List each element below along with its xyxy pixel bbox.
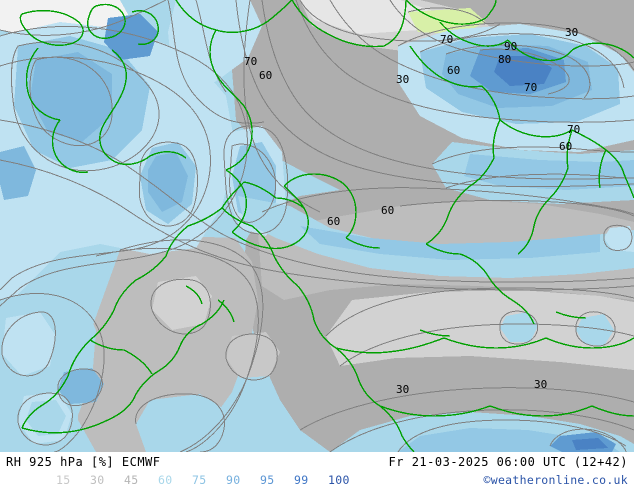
legend-tick-90: 90 xyxy=(226,473,241,487)
contour-label: 30 xyxy=(396,73,410,86)
map-footer: RH 925 hPa [%] ECMWF Fr 21-03-2025 06:00… xyxy=(0,452,634,490)
legend-tick-75: 75 xyxy=(192,473,207,487)
fill-blue-pocket-1 xyxy=(500,312,538,342)
legend-tick-15: 15 xyxy=(56,473,71,487)
fill-blue-central-deep xyxy=(300,226,600,260)
contour-label: 60 xyxy=(559,140,573,153)
contour-label: 90 xyxy=(504,40,518,53)
legend-tick-45: 45 xyxy=(124,473,139,487)
fill-blue-left-deep xyxy=(30,52,112,142)
fill-blue-sw-top xyxy=(58,368,104,404)
isolines xyxy=(0,0,634,452)
contour-label: 70 xyxy=(244,55,258,68)
fill-blue-sw-ovals xyxy=(2,312,56,376)
copyright-notice[interactable]: ©weatheronline.co.uk xyxy=(483,473,628,487)
legend-tick-95: 95 xyxy=(260,473,275,487)
fill-blue-ne-band-deep xyxy=(464,154,634,190)
relative-humidity-scale: 15 30 45 60 75 90 95 99 100 xyxy=(56,473,356,489)
fill-blue-upper-tongue xyxy=(168,0,262,96)
forecast-timestamp: Fr 21-03-2025 06:00 UTC (12+42) xyxy=(388,455,628,469)
contour-label: 60 xyxy=(447,64,461,77)
contour-label: 30 xyxy=(534,378,548,391)
contour-label: 60 xyxy=(327,215,341,228)
fill-blue-left-blob xyxy=(104,14,158,60)
fill-low-humidity-patch xyxy=(408,8,486,34)
fill-blue-pocket-2 xyxy=(576,314,614,346)
contour-label: 30 xyxy=(396,383,410,396)
relative-humidity-contour-map[interactable]: 70 60 60 60 30 60 70 80 90 30 70 60 70 3… xyxy=(0,0,634,452)
fill-blue-pocket-3 xyxy=(604,226,634,252)
fill-blue-left-blob2 xyxy=(0,146,36,200)
contour-label: 60 xyxy=(259,69,273,82)
fill-gray-pocket-1 xyxy=(152,276,212,330)
contour-label: 70 xyxy=(567,123,581,136)
contour-label: 70 xyxy=(524,81,538,94)
fill-gray-pocket-2 xyxy=(226,332,280,378)
legend-tick-99: 99 xyxy=(294,473,309,487)
map-title: RH 925 hPa [%] ECMWF xyxy=(6,455,161,469)
legend-tick-30: 30 xyxy=(90,473,105,487)
contour-label: 60 xyxy=(381,204,395,217)
legend-tick-100: 100 xyxy=(328,473,350,487)
fill-blue-oval-2 xyxy=(148,152,188,212)
fill-blue-se-core2 xyxy=(572,438,608,450)
legend-tick-60: 60 xyxy=(158,473,173,487)
contour-label: 80 xyxy=(498,53,512,66)
fill-gray-mid xyxy=(78,236,258,452)
contour-label: 70 xyxy=(440,33,454,46)
coastlines xyxy=(19,0,634,452)
contour-label: 30 xyxy=(565,26,579,39)
